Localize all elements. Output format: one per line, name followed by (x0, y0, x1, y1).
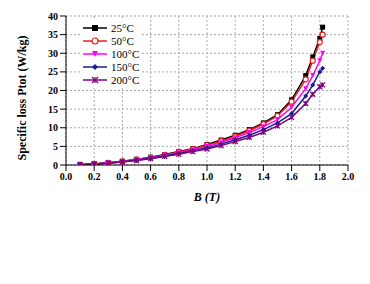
html-text:150°C: 150°C (111, 60, 140, 73)
html-text:200°C: 200°C (111, 73, 140, 86)
html-text:25°C: 25°C (111, 21, 134, 34)
svg-text:15: 15 (48, 104, 58, 115)
svg-text:0.6: 0.6 (144, 171, 157, 182)
svg-text:35: 35 (48, 29, 58, 40)
svg-text:1.0: 1.0 (201, 171, 214, 182)
html-text:50°C: 50°C (111, 34, 134, 47)
svg-text:0.2: 0.2 (88, 171, 101, 182)
svg-text:25: 25 (48, 66, 58, 77)
svg-text:0.8: 0.8 (173, 171, 186, 182)
svg-text:1.8: 1.8 (314, 171, 327, 182)
svg-text:0.0: 0.0 (60, 171, 73, 182)
svg-text:1.4: 1.4 (257, 171, 270, 182)
svg-text:1.6: 1.6 (285, 171, 298, 182)
svg-text:40: 40 (48, 11, 58, 22)
svg-text:0.4: 0.4 (116, 171, 128, 182)
svg-text:10: 10 (48, 122, 58, 133)
svg-text:2.0: 2.0 (342, 171, 355, 182)
svg-text:0: 0 (53, 160, 58, 171)
svg-text:20: 20 (48, 85, 58, 96)
svg-text:B (T): B (T) (193, 190, 220, 204)
svg-text:Specific loss Ptot (W/kg): Specific loss Ptot (W/kg) (15, 36, 29, 161)
svg-text:1.2: 1.2 (229, 171, 242, 182)
svg-text:30: 30 (48, 48, 58, 59)
html-text:100°C: 100°C (111, 47, 140, 60)
svg-text:5: 5 (53, 141, 58, 152)
